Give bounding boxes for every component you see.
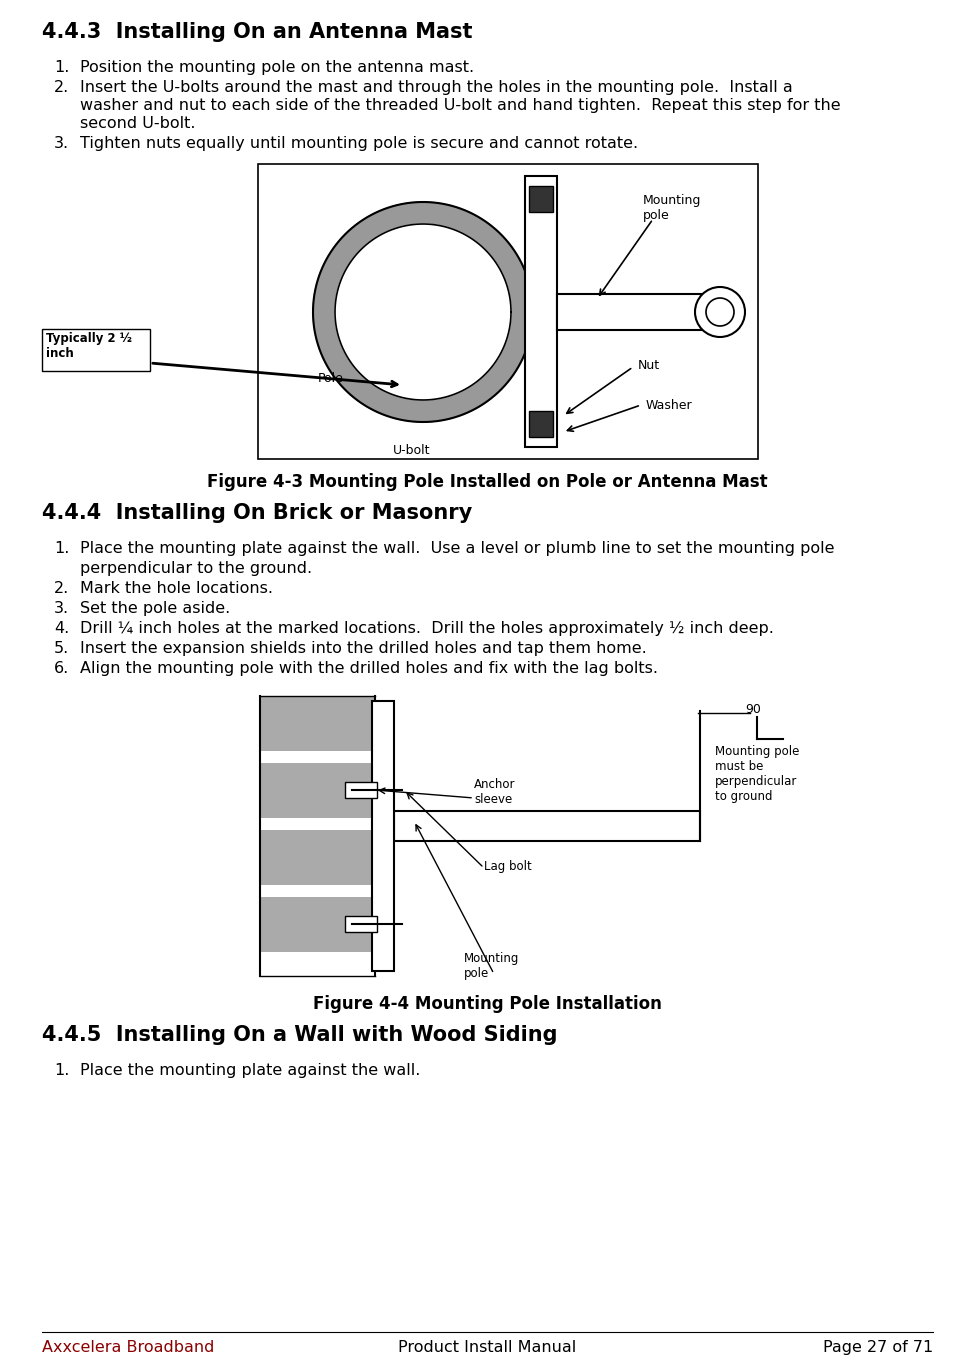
Text: Drill ¼ inch holes at the marked locations.  Drill the holes approximately ½ inc: Drill ¼ inch holes at the marked locatio… bbox=[80, 621, 774, 636]
Bar bbox=[260, 763, 375, 818]
Text: Set the pole aside.: Set the pole aside. bbox=[80, 601, 230, 616]
Text: 4.4.4  Installing On Brick or Masonry: 4.4.4 Installing On Brick or Masonry bbox=[42, 502, 472, 523]
Text: perpendicular to the ground.: perpendicular to the ground. bbox=[80, 561, 312, 576]
Text: Figure 4-4 Mounting Pole Installation: Figure 4-4 Mounting Pole Installation bbox=[313, 995, 661, 1013]
Bar bbox=[529, 411, 553, 437]
Text: Product Install Manual: Product Install Manual bbox=[398, 1340, 576, 1355]
Bar bbox=[557, 293, 720, 330]
Bar bbox=[529, 186, 553, 212]
Text: 1.: 1. bbox=[54, 60, 69, 75]
Text: 3.: 3. bbox=[54, 601, 69, 616]
Text: Lag bolt: Lag bolt bbox=[484, 860, 531, 874]
Bar bbox=[42, 329, 150, 371]
Text: Position the mounting pole on the antenna mast.: Position the mounting pole on the antenn… bbox=[80, 60, 474, 75]
Text: Axxcelera Broadband: Axxcelera Broadband bbox=[42, 1340, 214, 1355]
Text: 90: 90 bbox=[745, 703, 760, 717]
Text: 2.: 2. bbox=[54, 581, 69, 597]
Text: Anchor
sleeve: Anchor sleeve bbox=[474, 778, 516, 805]
Text: 5.: 5. bbox=[54, 642, 69, 657]
Text: Nut: Nut bbox=[638, 359, 660, 373]
Text: Washer: Washer bbox=[646, 399, 692, 412]
Text: Tighten nuts equally until mounting pole is secure and cannot rotate.: Tighten nuts equally until mounting pole… bbox=[80, 136, 638, 152]
Text: 3.: 3. bbox=[54, 136, 69, 152]
Bar bbox=[258, 164, 758, 459]
Text: Mounting
pole: Mounting pole bbox=[643, 194, 701, 222]
Text: 4.4.5  Installing On a Wall with Wood Siding: 4.4.5 Installing On a Wall with Wood Sid… bbox=[42, 1025, 558, 1046]
Bar bbox=[260, 830, 375, 885]
Circle shape bbox=[706, 298, 734, 326]
Text: Align the mounting pole with the drilled holes and fix with the lag bolts.: Align the mounting pole with the drilled… bbox=[80, 661, 658, 676]
Bar bbox=[345, 916, 377, 932]
Text: Mounting
pole: Mounting pole bbox=[464, 951, 520, 980]
Text: Figure 4-3 Mounting Pole Installed on Pole or Antenna Mast: Figure 4-3 Mounting Pole Installed on Po… bbox=[207, 474, 767, 491]
Text: 2.: 2. bbox=[54, 81, 69, 96]
Text: 1.: 1. bbox=[54, 1063, 69, 1078]
Bar bbox=[260, 897, 375, 951]
Text: washer and nut to each side of the threaded U-bolt and hand tighten.  Repeat thi: washer and nut to each side of the threa… bbox=[80, 98, 840, 113]
Text: Typically 2 ½
inch: Typically 2 ½ inch bbox=[46, 332, 132, 360]
Text: Insert the expansion shields into the drilled holes and tap them home.: Insert the expansion shields into the dr… bbox=[80, 642, 646, 657]
Bar bbox=[394, 811, 700, 841]
Text: Place the mounting plate against the wall.: Place the mounting plate against the wal… bbox=[80, 1063, 420, 1078]
Text: 4.: 4. bbox=[54, 621, 69, 636]
Bar bbox=[372, 702, 394, 971]
Circle shape bbox=[695, 287, 745, 337]
Text: Mark the hole locations.: Mark the hole locations. bbox=[80, 581, 273, 597]
Circle shape bbox=[313, 202, 533, 422]
Text: Pole: Pole bbox=[318, 373, 344, 385]
Text: second U-bolt.: second U-bolt. bbox=[80, 116, 196, 131]
Text: U-bolt: U-bolt bbox=[393, 444, 431, 457]
Text: 4.4.3  Installing On an Antenna Mast: 4.4.3 Installing On an Antenna Mast bbox=[42, 22, 473, 42]
Text: Insert the U-bolts around the mast and through the holes in the mounting pole.  : Insert the U-bolts around the mast and t… bbox=[80, 81, 793, 96]
Text: 6.: 6. bbox=[54, 661, 69, 676]
Text: Place the mounting plate against the wall.  Use a level or plumb line to set the: Place the mounting plate against the wal… bbox=[80, 541, 835, 556]
Text: 1.: 1. bbox=[54, 541, 69, 556]
Circle shape bbox=[335, 224, 511, 400]
Bar bbox=[260, 696, 375, 751]
Text: Page 27 of 71: Page 27 of 71 bbox=[823, 1340, 933, 1355]
Text: Mounting pole
must be
perpendicular
to ground: Mounting pole must be perpendicular to g… bbox=[715, 745, 799, 803]
Bar bbox=[345, 782, 377, 799]
Bar bbox=[525, 176, 557, 446]
